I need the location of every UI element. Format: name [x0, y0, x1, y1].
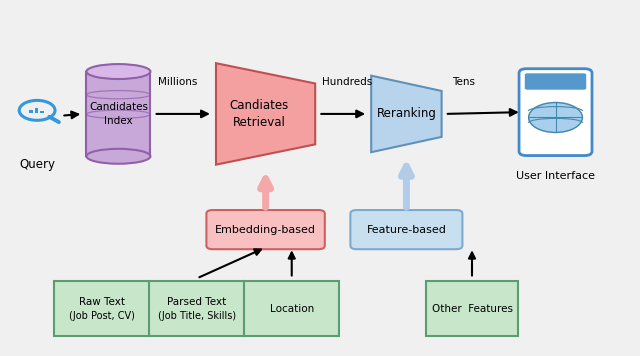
Text: Retrieval: Retrieval: [233, 116, 285, 129]
FancyBboxPatch shape: [519, 69, 592, 156]
Text: (Job Title, Skills): (Job Title, Skills): [157, 311, 236, 321]
FancyBboxPatch shape: [86, 72, 150, 156]
Polygon shape: [216, 63, 315, 164]
Text: Tens: Tens: [452, 77, 476, 87]
Text: Embedding-based: Embedding-based: [215, 225, 316, 235]
Ellipse shape: [86, 64, 150, 79]
Text: Candidates
Index: Candidates Index: [89, 102, 148, 126]
Bar: [40, 111, 44, 113]
Bar: [35, 108, 38, 113]
Text: Raw Text: Raw Text: [79, 297, 125, 308]
Text: Other  Features: Other Features: [431, 304, 513, 314]
Circle shape: [529, 103, 582, 132]
Text: Reranking: Reranking: [376, 108, 436, 120]
Text: User Interface: User Interface: [516, 171, 595, 181]
Text: Candiates: Candiates: [230, 99, 289, 111]
FancyBboxPatch shape: [525, 73, 586, 90]
Text: (Job Post, CV): (Job Post, CV): [69, 311, 135, 321]
Text: Feature-based: Feature-based: [367, 225, 446, 235]
Text: Parsed Text: Parsed Text: [167, 297, 227, 308]
Text: Location: Location: [269, 304, 314, 314]
FancyBboxPatch shape: [206, 210, 324, 249]
Bar: [29, 110, 33, 113]
Bar: [54, 281, 339, 336]
Bar: [426, 281, 518, 336]
Text: Millions: Millions: [158, 77, 198, 87]
Ellipse shape: [86, 149, 150, 164]
Text: Query: Query: [19, 158, 55, 171]
Text: Hundreds: Hundreds: [323, 77, 372, 87]
Polygon shape: [371, 75, 442, 152]
FancyBboxPatch shape: [351, 210, 462, 249]
